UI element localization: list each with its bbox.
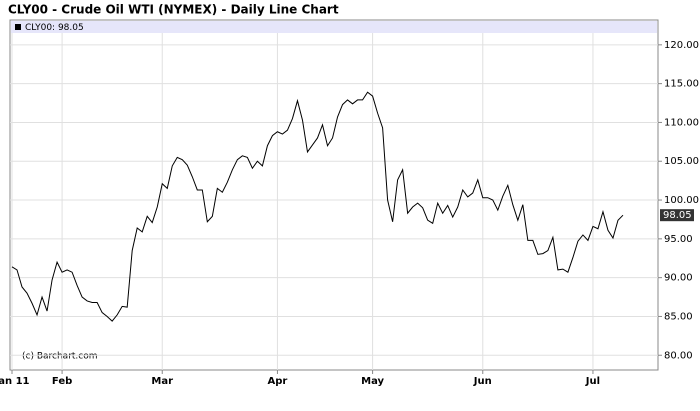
y-tick-label: 95.00	[664, 234, 693, 245]
x-tick-label: May	[361, 376, 384, 387]
last-price-label: 98.05	[663, 210, 692, 221]
y-tick-label: 100.00	[664, 195, 699, 206]
x-tick-label: Apr	[268, 376, 288, 387]
annotation: (c) Barchart.com	[22, 352, 98, 362]
x-tick-label: Jul	[585, 376, 600, 387]
price-line	[11, 91, 624, 322]
x-tick-label: Jun	[473, 376, 492, 387]
y-tick-label: 90.00	[664, 273, 693, 284]
x-tick-label: Mar	[151, 376, 173, 387]
y-tick-label: 85.00	[664, 311, 693, 322]
x-tick-label: Jan 11	[0, 376, 30, 387]
y-tick-label: 80.00	[664, 350, 693, 361]
legend-bar	[11, 21, 657, 33]
y-tick-label: 105.00	[664, 156, 699, 167]
chart-title: CLY00 - Crude Oil WTI (NYMEX) - Daily Li…	[8, 3, 339, 17]
plot-area	[9, 19, 659, 371]
legend-label: CLY00: 98.05	[25, 23, 84, 33]
legend-swatch	[15, 24, 21, 30]
y-tick-label: 110.00	[664, 117, 699, 128]
last-price-box	[660, 209, 694, 222]
x-tick-label: Feb	[52, 376, 72, 387]
y-tick-label: 115.00	[664, 79, 699, 90]
y-tick-label: 120.00	[664, 40, 699, 51]
